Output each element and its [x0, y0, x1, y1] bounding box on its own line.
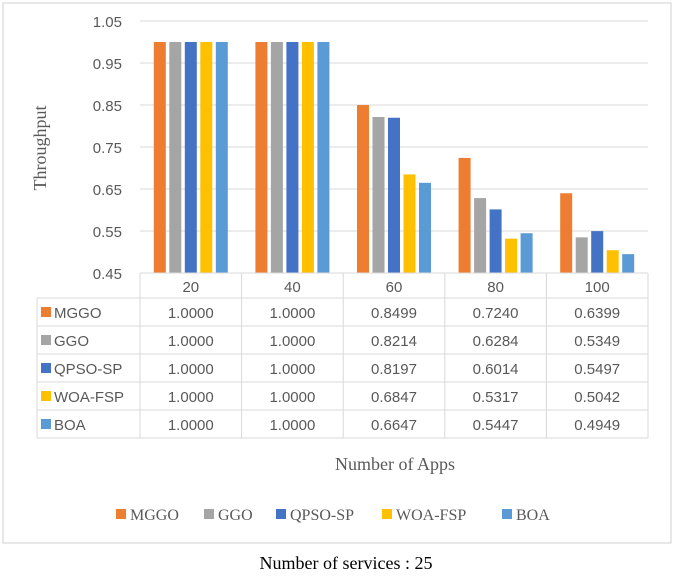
table-cell: 0.6847: [371, 389, 417, 406]
table-cell: 0.8499: [371, 305, 417, 322]
table-cell: 1.0000: [269, 361, 315, 378]
x-tick-label: 20: [182, 279, 199, 296]
table-series-name: MGGO: [54, 305, 102, 322]
bar-ggo-60: [372, 117, 385, 274]
table-cell: 1.0000: [269, 417, 315, 434]
y-axis-label: Throughput: [30, 106, 50, 191]
bar-woa-fsp-40: [301, 42, 314, 273]
table-cell: 1.0000: [269, 333, 315, 350]
table-cell: 0.6647: [371, 417, 417, 434]
bar-ggo-80: [474, 198, 487, 273]
table-legend-key: [41, 307, 51, 317]
legend-label: GGO: [218, 507, 253, 524]
legend-key-boa: [502, 509, 512, 519]
legend-label: QPSO-SP: [290, 507, 354, 524]
caption: Number of services : 25: [260, 553, 433, 573]
table-cell: 1.0000: [269, 389, 315, 406]
bar-mggo-60: [357, 105, 369, 274]
x-tick-label: 40: [284, 279, 301, 296]
y-tick-label: 0.85: [93, 98, 122, 115]
table-cell: 0.8197: [371, 361, 417, 378]
chart-border: [2, 2, 672, 544]
bar-boa-20: [215, 42, 228, 273]
table-cell: 1.0000: [168, 361, 214, 378]
table-cell: 0.4949: [574, 417, 620, 434]
bar-mggo-80: [458, 157, 471, 273]
y-tick-label: 0.75: [93, 140, 122, 157]
table-series-name: WOA-FSP: [54, 389, 124, 406]
bar-ggo-100: [575, 237, 588, 273]
table-cell: 1.0000: [269, 305, 315, 322]
x-tick-label: 60: [386, 279, 403, 296]
legend-key-mggo: [116, 509, 126, 519]
bar-boa-80: [520, 233, 533, 273]
bar-ggo-40: [270, 42, 283, 273]
bar-woa-fsp-60: [403, 174, 416, 273]
table-cell: 0.5042: [574, 389, 620, 406]
y-tick-label: 0.65: [93, 182, 122, 199]
table-cell: 0.5349: [574, 333, 620, 350]
bar-woa-fsp-100: [606, 250, 619, 273]
y-tick-label: 0.55: [93, 224, 122, 241]
table-cell: 0.5317: [473, 389, 519, 406]
table-cell: 0.6399: [574, 305, 620, 322]
table-cell: 1.0000: [168, 333, 214, 350]
table-cell: 0.7240: [473, 305, 519, 322]
legend-label: MGGO: [130, 507, 179, 524]
y-tick-label: 0.95: [93, 56, 122, 73]
table-legend-key: [41, 391, 51, 401]
legend-label: BOA: [516, 507, 550, 524]
table-legend-key: [41, 419, 51, 429]
bar-mggo-20: [153, 42, 166, 273]
legend-label: WOA-FSP: [396, 507, 466, 524]
x-tick-label: 80: [487, 279, 504, 296]
legend-key-woa-fsp: [382, 509, 392, 519]
bar-qpso-sp-60: [388, 117, 400, 273]
table-legend-key: [41, 335, 51, 345]
bar-woa-fsp-20: [200, 42, 213, 273]
bar-boa-60: [419, 182, 431, 273]
table-series-name: GGO: [54, 333, 89, 350]
bar-ggo-20: [169, 42, 182, 273]
bar-mggo-40: [255, 42, 268, 273]
bar-qpso-sp-20: [184, 42, 197, 273]
table-series-name: QPSO-SP: [54, 361, 122, 378]
bar-woa-fsp-80: [505, 238, 518, 273]
bar-boa-100: [622, 254, 635, 273]
bar-mggo-100: [560, 193, 573, 273]
legend-key-ggo: [204, 509, 214, 519]
table-cell: 0.8214: [371, 333, 417, 350]
table-cell: 1.0000: [168, 417, 214, 434]
bar-qpso-sp-40: [286, 42, 299, 273]
y-tick-label: 1.05: [93, 14, 122, 31]
table-series-name: BOA: [54, 417, 86, 434]
legend-key-qpso-sp: [276, 509, 286, 519]
y-tick-label: 0.45: [93, 266, 122, 283]
x-tick-label: 100: [585, 279, 610, 296]
table-legend-key: [41, 363, 51, 373]
table-cell: 0.5447: [473, 417, 519, 434]
x-axis-label: Number of Apps: [335, 454, 455, 474]
bar-qpso-sp-80: [489, 209, 502, 273]
table-cell: 0.5497: [574, 361, 620, 378]
bar-boa-40: [317, 42, 330, 273]
table-cell: 1.0000: [168, 305, 214, 322]
bar-qpso-sp-100: [591, 231, 604, 273]
table-cell: 1.0000: [168, 389, 214, 406]
table-cell: 0.6014: [473, 361, 519, 378]
table-cell: 0.6284: [473, 333, 519, 350]
